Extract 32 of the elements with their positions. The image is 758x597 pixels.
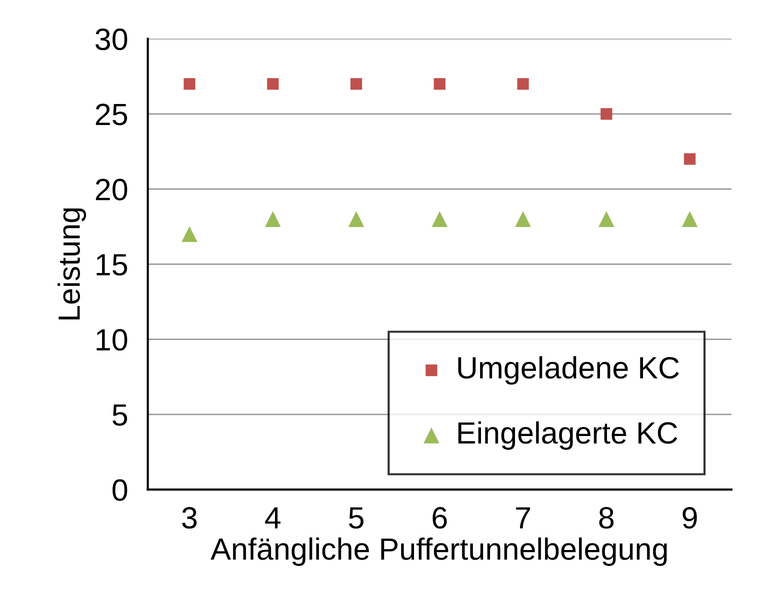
point	[182, 226, 198, 242]
x-tick-label: 5	[348, 507, 364, 529]
point	[350, 78, 362, 90]
point	[600, 108, 612, 120]
x-tick-label: 9	[682, 507, 697, 529]
y-tick-label: 5	[112, 404, 128, 426]
x-tick-label: 6	[432, 507, 447, 529]
x-tick-label: 4	[265, 507, 280, 528]
x-tick-label: 7	[516, 507, 530, 528]
point	[598, 211, 614, 228]
x-tick-label: 3	[182, 507, 197, 529]
point	[517, 78, 529, 90]
y-tick-label: 0	[112, 479, 128, 501]
legend-label: Umgeladene KC	[458, 356, 679, 385]
y-tick-label: 25	[96, 104, 128, 126]
point	[267, 78, 279, 90]
point	[184, 78, 196, 90]
legend-label: Eingelagerte KC	[458, 421, 678, 450]
point	[684, 153, 696, 165]
point	[434, 78, 446, 90]
x-axis-title: Anfängliche Puffertunnelbelegung	[210, 537, 667, 566]
y-tick-label: 15	[96, 254, 128, 276]
y-tick-label: 20	[96, 178, 128, 200]
point	[264, 211, 281, 228]
point	[432, 211, 448, 228]
y-tick-label: 30	[96, 28, 128, 50]
point	[348, 211, 364, 228]
point	[682, 211, 698, 228]
x-tick-label: 8	[599, 507, 614, 529]
y-tick-label: 10	[96, 329, 128, 351]
point	[515, 211, 531, 228]
y-axis-title: Leistung	[58, 208, 86, 320]
